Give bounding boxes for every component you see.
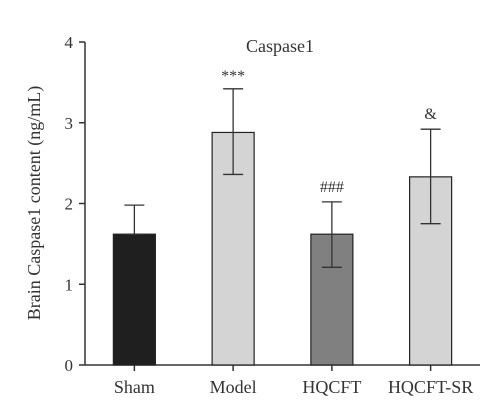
y-tick-label: 0 <box>65 356 74 375</box>
significance-label: *** <box>221 68 245 85</box>
bars <box>112 131 453 366</box>
significance-label: ### <box>320 179 344 196</box>
bar-sham <box>112 233 156 366</box>
chart-title: Caspase1 <box>246 36 314 56</box>
y-axis-label: Brain Caspase1 content (ng/mL) <box>24 86 45 320</box>
y-tick-label: 2 <box>65 195 74 214</box>
y-tick-label: 4 <box>65 33 74 52</box>
significance-label: & <box>424 106 437 123</box>
y-tick-label: 1 <box>65 275 74 294</box>
y-tick-label: 3 <box>65 114 74 133</box>
x-tick-label: HQCFT-SR <box>388 377 473 397</box>
error-bars <box>124 88 441 268</box>
x-tick-label: HQCFT <box>302 377 361 397</box>
x-tick-label: Model <box>210 377 257 397</box>
tick-labels: 0 1 2 3 4 Sham Model *** HQCFT ### HQCFT-SR & <box>65 33 474 397</box>
x-tick-label: Sham <box>114 377 155 397</box>
